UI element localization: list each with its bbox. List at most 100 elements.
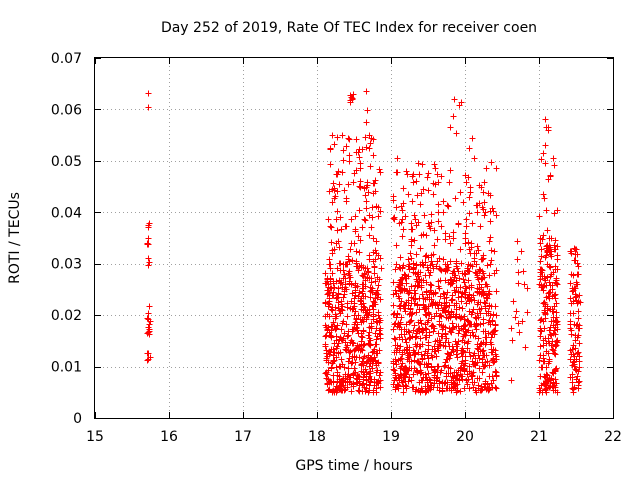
data-point (429, 301, 436, 308)
data-point (327, 161, 334, 168)
data-point (491, 270, 498, 277)
data-point (493, 385, 500, 392)
data-point (452, 195, 459, 202)
data-point (469, 135, 476, 142)
data-point (355, 330, 362, 337)
data-point (435, 201, 442, 208)
data-point (475, 352, 482, 359)
data-point (542, 142, 549, 149)
data-point (508, 325, 515, 332)
data-point (522, 344, 529, 351)
data-point (362, 192, 369, 199)
data-point (576, 358, 583, 365)
data-point (416, 360, 423, 367)
data-point (346, 152, 353, 159)
data-point (353, 167, 360, 174)
data-point (420, 277, 427, 284)
data-point (390, 291, 397, 298)
data-point (337, 349, 344, 356)
data-point (399, 360, 406, 367)
data-point (476, 365, 483, 372)
data-point (418, 320, 425, 327)
data-point (435, 218, 442, 225)
data-point (337, 280, 344, 287)
data-point (546, 384, 553, 391)
data-point (397, 343, 404, 350)
data-point (145, 104, 152, 111)
data-point (325, 300, 332, 307)
data-point (366, 145, 373, 152)
data-point (543, 282, 550, 289)
data-point (443, 335, 450, 342)
data-point (448, 309, 455, 316)
data-point (477, 321, 484, 328)
data-point (145, 255, 152, 262)
data-point (482, 362, 489, 369)
data-point (334, 171, 341, 178)
y-tick-label: 0.01 (51, 360, 82, 376)
data-point (405, 256, 412, 263)
data-point (480, 288, 487, 295)
data-point (334, 134, 341, 141)
data-point (488, 257, 495, 264)
data-point (366, 387, 373, 394)
data-point (453, 341, 460, 348)
data-point (493, 165, 500, 172)
data-point (450, 229, 457, 236)
data-point (374, 274, 381, 281)
data-point (392, 266, 399, 273)
data-point (480, 189, 487, 196)
data-point (537, 317, 544, 324)
data-point (346, 258, 353, 265)
data-point (451, 369, 458, 376)
data-point (570, 351, 577, 358)
data-point (435, 209, 442, 216)
data-point (338, 326, 345, 333)
data-point (444, 202, 451, 209)
data-point (406, 349, 413, 356)
data-point (333, 325, 340, 332)
data-point (461, 385, 468, 392)
data-point (419, 356, 426, 363)
data-point (411, 322, 418, 329)
data-point (371, 354, 378, 361)
data-point (397, 302, 404, 309)
data-point (333, 337, 340, 344)
data-point (481, 179, 488, 186)
data-point (464, 317, 471, 324)
data-point (350, 326, 357, 333)
data-point (144, 350, 151, 357)
data-point (477, 310, 484, 317)
data-point (538, 266, 545, 273)
data-point (357, 165, 364, 172)
data-point (446, 355, 453, 362)
data-point (329, 389, 336, 396)
data-point (571, 384, 578, 391)
data-point (334, 227, 341, 234)
data-point (352, 346, 359, 353)
data-point (332, 386, 339, 393)
data-point (342, 339, 349, 346)
data-point (475, 382, 482, 389)
data-point (548, 253, 555, 260)
data-point (347, 274, 354, 281)
data-point (480, 347, 487, 354)
data-point (357, 237, 364, 244)
data-point (549, 383, 556, 390)
data-point (549, 308, 556, 315)
data-point (324, 311, 331, 318)
data-point (480, 320, 487, 327)
data-point (341, 330, 348, 337)
data-point (332, 326, 339, 333)
data-point (329, 250, 336, 257)
data-point (414, 283, 421, 290)
data-point (401, 331, 408, 338)
data-point (367, 140, 374, 147)
data-point (350, 179, 357, 186)
data-point (433, 353, 440, 360)
data-point (471, 297, 478, 304)
data-point (416, 171, 423, 178)
data-point (542, 311, 549, 318)
data-point (413, 178, 420, 185)
data-point (406, 311, 413, 318)
